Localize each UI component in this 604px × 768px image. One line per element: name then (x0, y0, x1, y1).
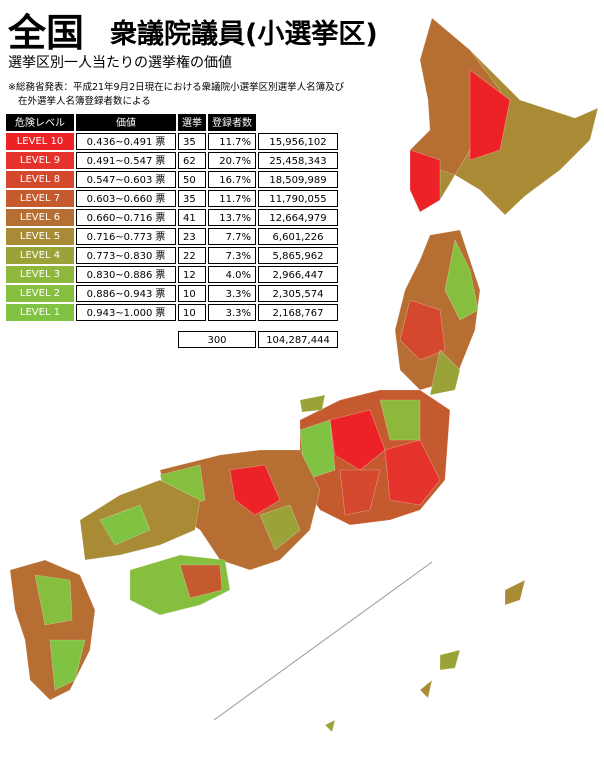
range: 0.660~0.716 (86, 213, 153, 224)
value-range: 0.660~0.716 票 (76, 209, 176, 226)
range: 0.773~0.830 (86, 251, 153, 262)
registered: 5,865,962 (258, 247, 338, 264)
value-range: 0.886~0.943 票 (76, 285, 176, 302)
district-count: 35 (178, 190, 206, 207)
range: 0.436~0.491 (86, 137, 153, 148)
range: 0.491~0.547 (86, 156, 153, 167)
level-label: LEVEL 2 (6, 285, 74, 302)
unit: 票 (155, 232, 166, 243)
level-label: LEVEL 7 (6, 190, 74, 207)
district-count: 35 (178, 133, 206, 150)
level-label: LEVEL 3 (6, 266, 74, 283)
unit: 票 (155, 308, 166, 319)
level-label: LEVEL 5 (6, 228, 74, 245)
range: 0.603~0.660 (86, 194, 153, 205)
registered: 18,509,989 (258, 171, 338, 188)
share: 3.3% (208, 304, 256, 321)
column-header: 価値 (76, 114, 176, 131)
level-label: LEVEL 10 (6, 133, 74, 150)
unit: 票 (155, 194, 166, 205)
unit: 票 (155, 251, 166, 262)
unit: 票 (155, 270, 166, 281)
share: 4.0% (208, 266, 256, 283)
value-range: 0.603~0.660 票 (76, 190, 176, 207)
level-label: LEVEL 1 (6, 304, 74, 321)
value-range: 0.830~0.886 票 (76, 266, 176, 283)
district-count: 10 (178, 304, 206, 321)
share: 3.3% (208, 285, 256, 302)
district-count: 12 (178, 266, 206, 283)
registered: 2,305,574 (258, 285, 338, 302)
column-header: 選挙区数 (178, 114, 206, 146)
total-count: 300 (178, 331, 256, 348)
district-count: 41 (178, 209, 206, 226)
registered: 2,966,447 (258, 266, 338, 283)
level-label: LEVEL 9 (6, 152, 74, 169)
district-count: 23 (178, 228, 206, 245)
value-range: 0.943~1.000 票 (76, 304, 176, 321)
value-range: 0.547~0.603 票 (76, 171, 176, 188)
subtitle: 選挙区別一人当たりの選挙権の価値 (8, 55, 232, 71)
registered: 6,601,226 (258, 228, 338, 245)
share: 11.7% (208, 190, 256, 207)
unit: 票 (155, 156, 166, 167)
unit: 票 (155, 137, 166, 148)
unit: 票 (155, 175, 166, 186)
unit: 票 (155, 289, 166, 300)
district-count: 10 (178, 285, 206, 302)
registered: 11,790,055 (258, 190, 338, 207)
total-registered: 104,287,444 (258, 331, 338, 348)
value-range: 0.491~0.547 票 (76, 152, 176, 169)
registered: 2,168,767 (258, 304, 338, 321)
registered: 25,458,343 (258, 152, 338, 169)
share: 13.7% (208, 209, 256, 226)
note: ※総務省発表：平成21年9月2日現在における衆議院小選挙区別選挙人名簿及び (8, 82, 345, 93)
okinawa-divider (213, 561, 433, 721)
level-label: LEVEL 6 (6, 209, 74, 226)
district-count: 22 (178, 247, 206, 264)
note: 在外選挙人名簿登録者数による (18, 96, 151, 107)
value-range: 0.716~0.773 票 (76, 228, 176, 245)
range: 0.547~0.603 (86, 175, 153, 186)
value-range: 0.436~0.491 票 (76, 133, 176, 150)
share: 20.7% (208, 152, 256, 169)
column-header: 登録者数 (208, 114, 256, 131)
column-header: 危険レベル (6, 114, 74, 131)
share: 7.3% (208, 247, 256, 264)
share: 16.7% (208, 171, 256, 188)
registered: 12,664,979 (258, 209, 338, 226)
district-count: 50 (178, 171, 206, 188)
district-count: 62 (178, 152, 206, 169)
title: 全国 (8, 11, 85, 55)
range: 0.943~1.000 (86, 308, 153, 319)
range: 0.886~0.943 (86, 289, 153, 300)
share: 11.7% (208, 133, 256, 150)
level-label: LEVEL 4 (6, 247, 74, 264)
share: 7.7% (208, 228, 256, 245)
title-sub: 衆議院議員(小選挙区) (110, 19, 378, 50)
value-range: 0.773~0.830 票 (76, 247, 176, 264)
range: 0.716~0.773 (86, 232, 153, 243)
range: 0.830~0.886 (86, 270, 153, 281)
registered: 15,956,102 (258, 133, 338, 150)
level-label: LEVEL 8 (6, 171, 74, 188)
unit: 票 (155, 213, 166, 224)
